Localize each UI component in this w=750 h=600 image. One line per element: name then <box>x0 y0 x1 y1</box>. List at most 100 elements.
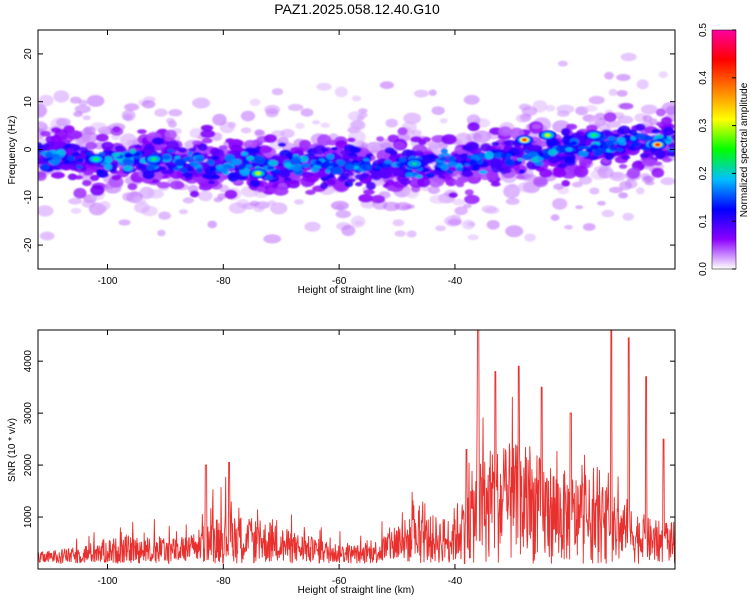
heatmap-cell <box>660 177 675 186</box>
heatmap-cell <box>515 114 530 123</box>
heatmap-cell <box>273 186 289 196</box>
heatmap-cell <box>462 219 475 230</box>
heatmap-cell <box>104 157 111 162</box>
heatmap-cell <box>630 136 637 141</box>
heatmap-cell <box>462 203 472 209</box>
heatmap-cell <box>478 170 488 175</box>
heatmap-cell <box>478 153 486 159</box>
heatmap-cell <box>578 150 589 157</box>
heatmap-cell <box>85 141 98 150</box>
heatmap-cell <box>82 115 91 121</box>
heatmap-cell <box>552 166 567 178</box>
heatmap-cell <box>58 164 71 170</box>
spectrogram-heatmap <box>38 52 675 244</box>
heatmap-cell <box>253 205 265 213</box>
heatmap-cell <box>603 112 617 123</box>
heatmap-cell <box>630 142 641 147</box>
heatmap-cell <box>604 71 614 80</box>
heatmap-cell <box>583 146 589 150</box>
heatmap-cell <box>147 163 158 168</box>
heatmap-cell <box>414 150 424 157</box>
heatmap-cell <box>67 148 75 153</box>
y-tick-label: 20 <box>23 48 34 60</box>
heatmap-cell <box>200 124 214 132</box>
heatmap-cell <box>228 202 247 214</box>
heatmap-cell <box>655 108 666 117</box>
heatmap-cell <box>77 146 89 153</box>
heatmap-cell <box>224 189 238 200</box>
heatmap-cell <box>459 153 469 160</box>
heatmap-cell <box>521 173 537 182</box>
heatmap-cell <box>122 158 132 164</box>
heatmap-cell <box>213 197 223 203</box>
heatmap-peak <box>655 143 661 147</box>
heatmap-cell <box>96 164 102 167</box>
heatmap-cell <box>349 155 358 160</box>
heatmap-cell <box>503 184 520 199</box>
heatmap-cell <box>382 201 400 212</box>
x-tick-label: -100 <box>97 276 117 287</box>
heatmap-cell <box>240 110 256 122</box>
heatmap-cell <box>386 185 396 192</box>
heatmap-cell <box>503 167 512 174</box>
heatmap-cell <box>636 187 645 195</box>
heatmap-cell <box>641 104 658 115</box>
heatmap-cell <box>81 199 96 208</box>
heatmap-cell <box>349 120 366 131</box>
heatmap-cell <box>38 172 47 181</box>
y-tick-label: 10 <box>23 96 34 108</box>
heatmap-cell <box>77 158 84 163</box>
heatmap-cell <box>456 167 463 172</box>
heatmap-cell <box>428 89 437 96</box>
y-tick-label: 3000 <box>23 402 34 425</box>
heatmap-cell <box>305 189 316 195</box>
heatmap-cell <box>643 175 655 182</box>
heatmap-cell <box>42 143 50 150</box>
heatmap-cell <box>429 194 448 204</box>
colorbar-tick-label: 0.0 <box>698 262 709 276</box>
heatmap-cell <box>498 126 512 137</box>
heatmap-cell <box>310 166 319 173</box>
heatmap-cell <box>340 172 350 181</box>
heatmap-cell <box>178 209 188 215</box>
heatmap-cell <box>241 151 249 157</box>
heatmap-cell <box>578 146 584 150</box>
heatmap-cell <box>397 127 408 136</box>
heatmap-cell <box>600 148 607 153</box>
heatmap-cell <box>365 181 376 190</box>
heatmap-cell <box>246 155 255 161</box>
spectrogram-y-axis-title: Frequency (Hz) <box>7 116 18 185</box>
heatmap-cell <box>597 166 614 179</box>
colorbar-ticks: 0.0 0.1 0.2 0.3 0.4 0.5 <box>698 23 736 276</box>
heatmap-cell <box>70 96 82 104</box>
heatmap-cell <box>584 105 598 112</box>
heatmap-cell <box>481 205 498 213</box>
heatmap-cell <box>480 143 492 152</box>
heatmap-cell <box>335 140 348 149</box>
heatmap-cell <box>237 165 245 170</box>
heatmap-cell <box>401 149 414 157</box>
heatmap-cell <box>201 137 213 144</box>
heatmap-cell <box>304 221 321 232</box>
heatmap-cell <box>446 169 453 174</box>
heatmap-cell <box>653 150 664 157</box>
heatmap-cell <box>267 166 275 170</box>
heatmap-cell <box>608 88 618 96</box>
heatmap-cell <box>376 136 384 142</box>
heatmap-cell <box>190 160 199 167</box>
colorbar: 0.0 0.1 0.2 0.3 0.4 0.5 Normalized spectral a… <box>698 23 750 276</box>
colorbar-tick-label: 0.5 <box>698 23 709 37</box>
heatmap-cell <box>619 102 634 110</box>
spectrogram-x-axis-title: Height of straight line (km) <box>298 285 415 296</box>
heatmap-cell <box>370 149 380 155</box>
heatmap-cell <box>524 233 536 242</box>
spectrogram-y-axis: -20 -10 0 10 20 <box>23 48 675 252</box>
x-tick-label: -100 <box>97 576 117 587</box>
heatmap-cell <box>70 207 82 214</box>
heatmap-cell <box>127 183 138 191</box>
heatmap-cell <box>70 144 80 149</box>
heatmap-cell <box>330 200 349 211</box>
heatmap-cell <box>195 157 205 162</box>
heatmap-cell <box>622 212 634 221</box>
heatmap-cell <box>212 174 221 180</box>
